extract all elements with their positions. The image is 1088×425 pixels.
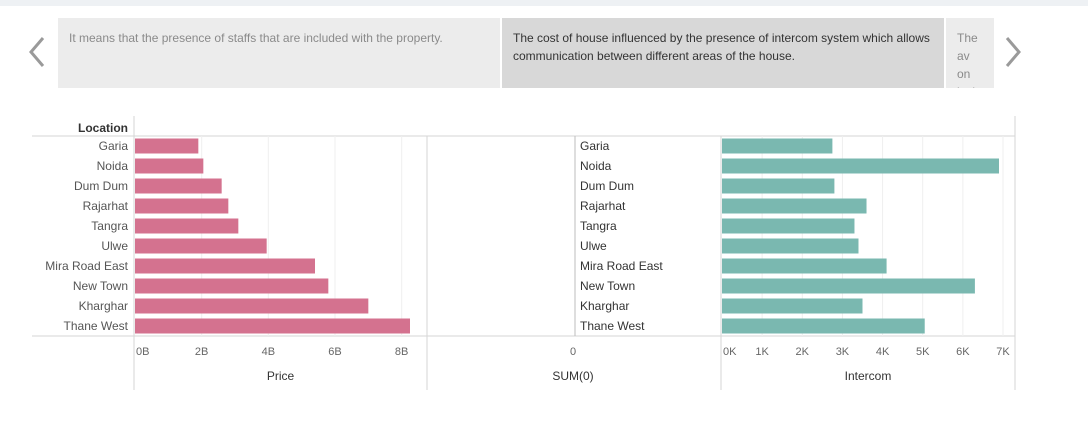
intercom-bar bbox=[722, 218, 855, 234]
sum-mark-label: Tangra bbox=[580, 219, 617, 233]
sum-mark-label: Thane West bbox=[580, 319, 645, 333]
carousel-card-intercom[interactable]: The cost of house influenced by the pres… bbox=[502, 18, 944, 88]
price-bar bbox=[135, 318, 410, 334]
price-bar bbox=[135, 298, 369, 314]
row-header-label: Location bbox=[78, 121, 128, 135]
sum-mark-label: Garia bbox=[580, 139, 610, 153]
intercom-tick-label: 1K bbox=[755, 346, 769, 358]
sum-mark-label: Dum Dum bbox=[580, 179, 634, 193]
price-tick-label: 0B bbox=[136, 346, 149, 358]
carousel-card-text: It means that the presence of staffs tha… bbox=[69, 31, 443, 45]
price-axis-title: Price bbox=[267, 369, 295, 383]
carousel-card-partial[interactable]: The av on its l bbox=[946, 18, 994, 88]
carousel-card-text: The av on its l bbox=[957, 31, 978, 88]
carousel-card-staff[interactable]: It means that the presence of staffs tha… bbox=[58, 18, 500, 88]
intercom-bar bbox=[722, 138, 833, 154]
category-label: Kharghar bbox=[79, 299, 128, 313]
price-tick-label: 4B bbox=[262, 346, 275, 358]
intercom-bar bbox=[722, 238, 859, 254]
intercom-bar bbox=[722, 158, 999, 174]
top-bar bbox=[0, 0, 1088, 6]
next-arrow-icon[interactable] bbox=[1000, 34, 1024, 70]
category-label: Ulwe bbox=[101, 239, 128, 253]
category-label: New Town bbox=[73, 279, 128, 293]
price-bar bbox=[135, 138, 199, 154]
bar-chart: Location Garia Noida Dum Dum Rajarhat Tangra U… bbox=[32, 116, 1016, 390]
price-bar bbox=[135, 258, 315, 274]
intercom-bar bbox=[722, 298, 863, 314]
intercom-tick-label: 4K bbox=[876, 346, 890, 358]
intercom-bar bbox=[722, 178, 835, 194]
sum-mark-label: New Town bbox=[580, 279, 635, 293]
sum-mark-label: Rajarhat bbox=[580, 199, 626, 213]
category-label: Dum Dum bbox=[74, 179, 128, 193]
intercom-bar bbox=[722, 258, 887, 274]
intercom-tick-label: 0K bbox=[723, 346, 737, 358]
category-label: Tangra bbox=[91, 219, 128, 233]
intercom-bar bbox=[722, 278, 975, 294]
price-bar bbox=[135, 158, 204, 174]
intercom-tick-label: 3K bbox=[836, 346, 850, 358]
intercom-bar bbox=[722, 318, 925, 334]
sum-mark-label: Noida bbox=[580, 159, 612, 173]
sum-mark-label: Ulwe bbox=[580, 239, 607, 253]
intercom-bar bbox=[722, 198, 867, 214]
price-bar bbox=[135, 278, 329, 294]
price-bar bbox=[135, 198, 229, 214]
carousel-card-text: The cost of house influenced by the pres… bbox=[513, 31, 930, 63]
category-label: Thane West bbox=[64, 319, 129, 333]
intercom-tick-label: 7K bbox=[996, 346, 1010, 358]
price-tick-label: 8B bbox=[395, 346, 408, 358]
category-label: Rajarhat bbox=[83, 199, 129, 213]
category-label: Mira Road East bbox=[45, 259, 128, 273]
price-bar bbox=[135, 178, 222, 194]
category-label: Noida bbox=[97, 159, 129, 173]
sum-mark-label: Kharghar bbox=[580, 299, 629, 313]
intercom-tick-label: 2K bbox=[796, 346, 810, 358]
price-tick-label: 2B bbox=[195, 346, 208, 358]
intercom-axis-title: Intercom bbox=[845, 369, 892, 383]
intercom-tick-label: 5K bbox=[916, 346, 930, 358]
sum-mark-label: Mira Road East bbox=[580, 259, 663, 273]
price-tick-label: 6B bbox=[328, 346, 341, 358]
previous-arrow-icon[interactable] bbox=[26, 34, 50, 70]
sum-tick-label: 0 bbox=[570, 346, 576, 358]
intercom-tick-label: 6K bbox=[956, 346, 970, 358]
price-bar bbox=[135, 218, 239, 234]
sum-axis-title: SUM(0) bbox=[552, 369, 593, 383]
price-bar bbox=[135, 238, 267, 254]
category-label: Garia bbox=[99, 139, 129, 153]
